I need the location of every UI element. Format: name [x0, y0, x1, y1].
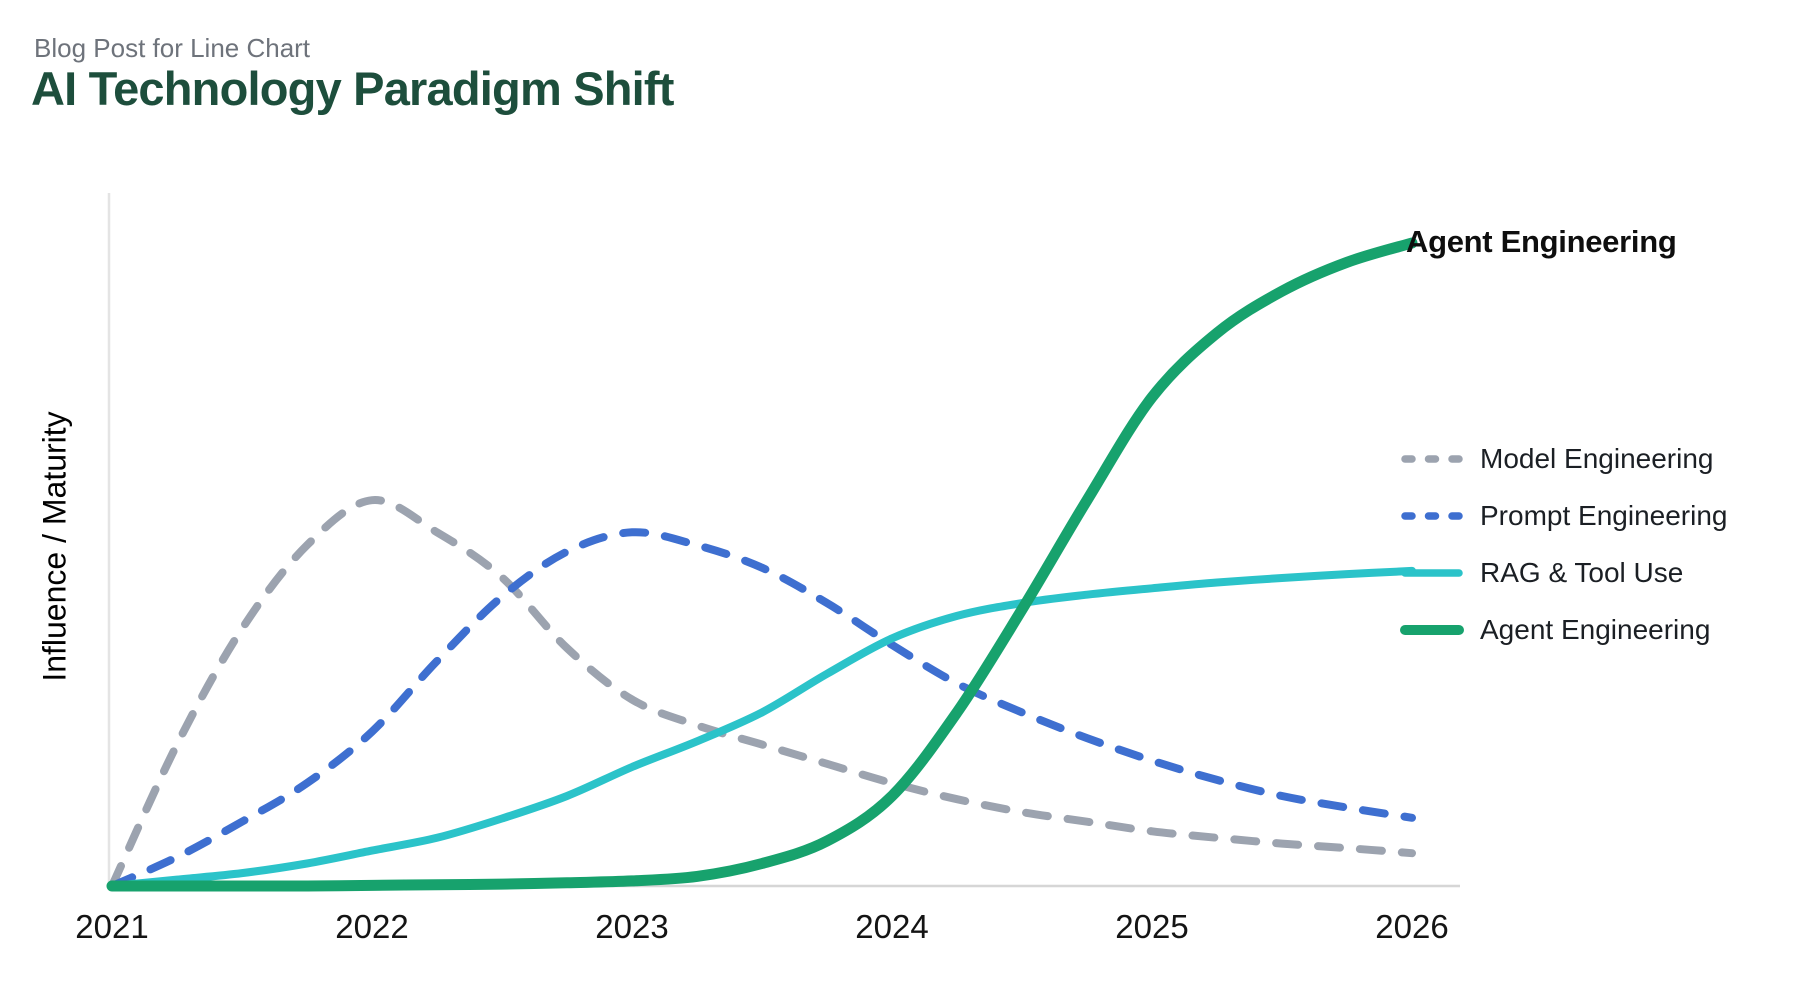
legend-item-label: Model Engineering	[1480, 442, 1714, 474]
x-tick-label: 2023	[595, 908, 669, 945]
x-tick-label: 2021	[75, 908, 149, 945]
x-tick-label: 2025	[1115, 908, 1189, 945]
x-tick-label: 2024	[855, 908, 929, 945]
legend-item: Agent Engineering	[1400, 601, 1727, 658]
eyebrow-label: Blog Post for Line Chart	[34, 33, 311, 63]
agent-engineering-annotation: Agent Engineering	[1406, 224, 1677, 259]
series-line-3	[106, 237, 1418, 892]
legend-swatch-icon	[1401, 454, 1463, 463]
legend-item-label: Agent Engineering	[1480, 613, 1711, 645]
chart-legend: Model Engineering Prompt Engineering RAG &…	[1400, 430, 1727, 658]
legend-item-label: Prompt Engineering	[1480, 499, 1728, 531]
y-axis-label: Influence / Maturity	[36, 411, 73, 682]
legend-item-label: RAG & Tool Use	[1480, 556, 1684, 588]
legend-swatch-icon	[1401, 511, 1463, 520]
legend-item: RAG & Tool Use	[1400, 544, 1727, 601]
legend-item: Prompt Engineering	[1400, 487, 1727, 544]
page-title: AI Technology Paradigm Shift	[31, 62, 674, 115]
legend-swatch-icon	[1401, 568, 1463, 577]
series-line-2	[108, 566, 1416, 890]
series-line-1	[108, 528, 1416, 890]
x-tick-label: 2026	[1375, 908, 1449, 945]
x-tick-label: 2022	[335, 908, 409, 945]
legend-swatch-icon	[1400, 624, 1464, 635]
legend-item: Model Engineering	[1400, 430, 1727, 487]
series-line-0	[108, 496, 1416, 890]
